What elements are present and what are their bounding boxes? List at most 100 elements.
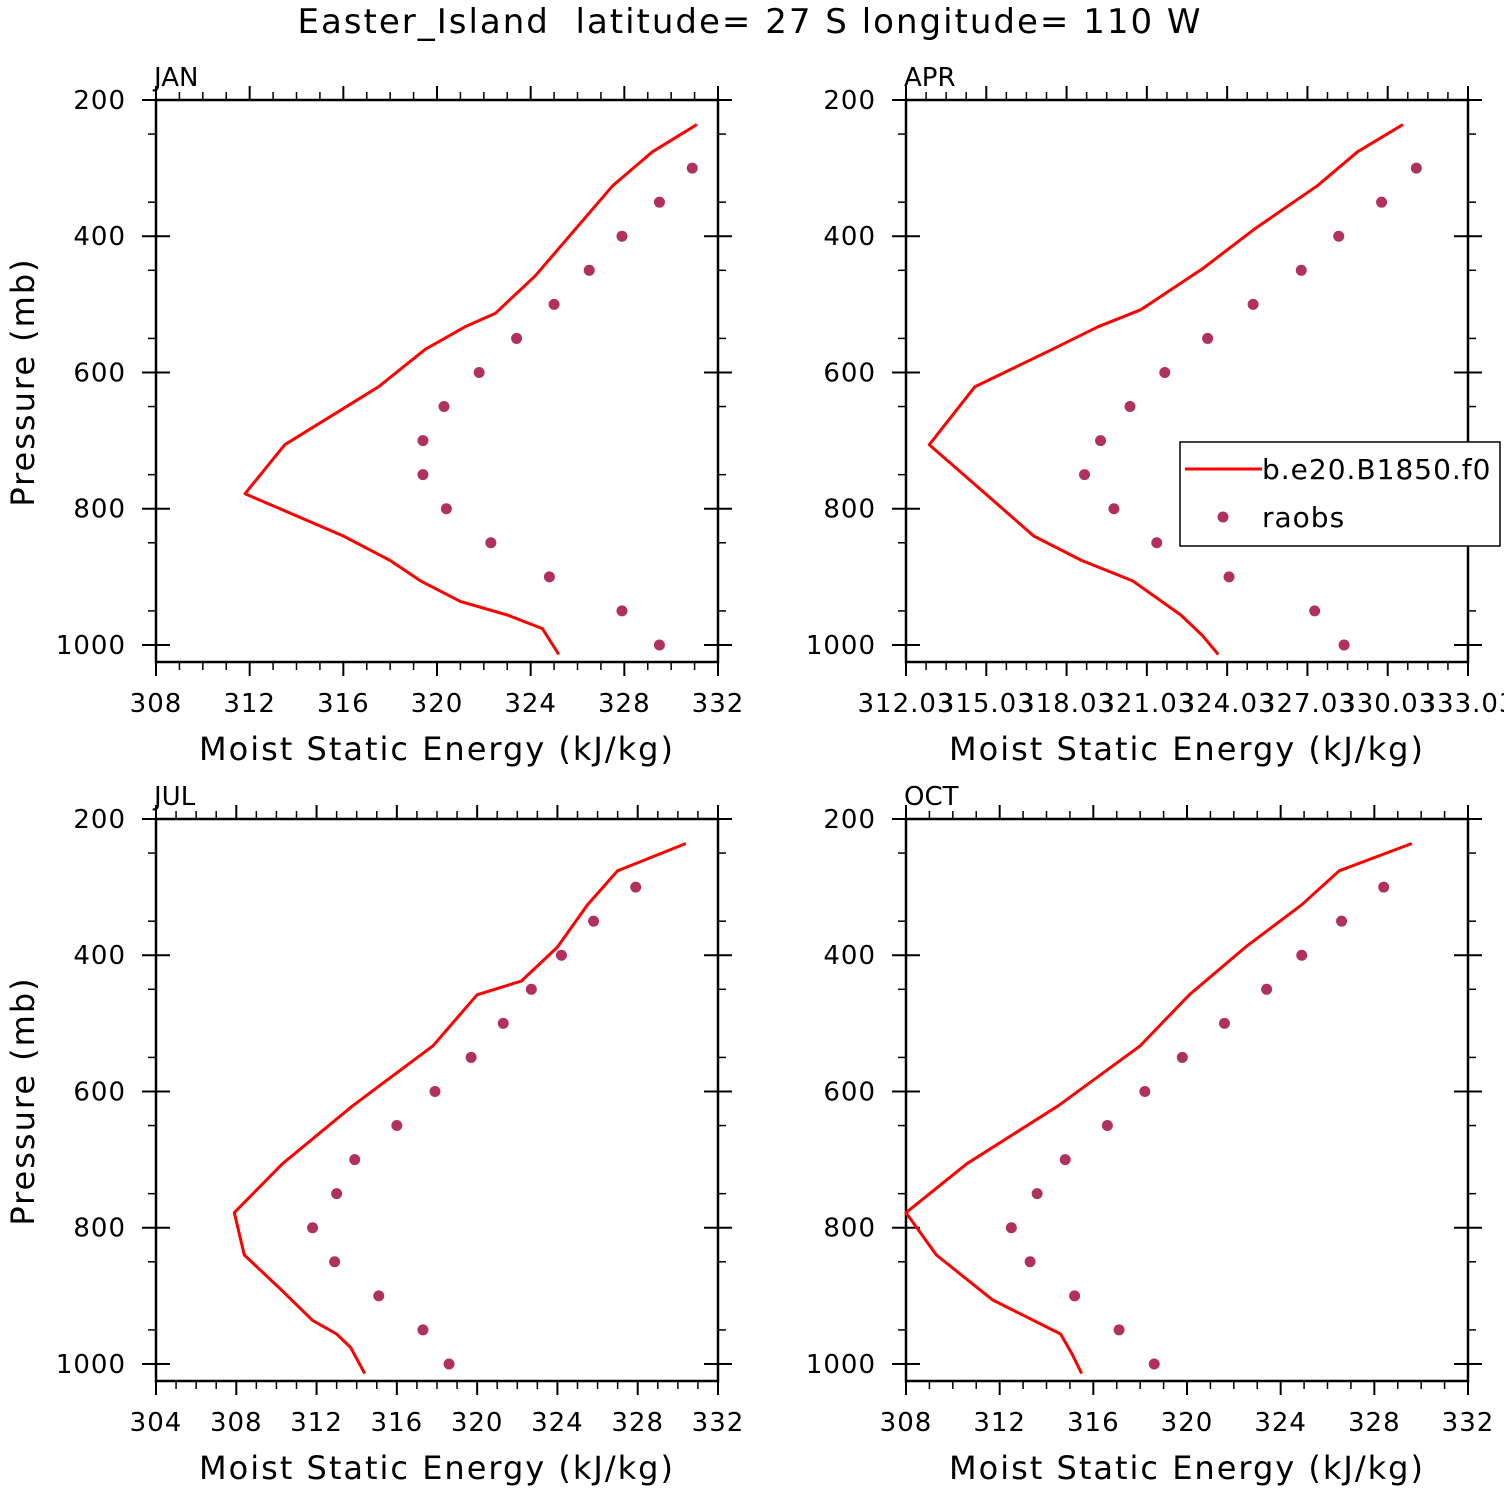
- obs-point: [1223, 571, 1235, 583]
- panel-jul: JUL 304 308 312 316 320 324 328 332 200 400 600 800 1…: [4, 782, 743, 1487]
- obs-point: [1113, 1324, 1125, 1336]
- obs-point: [1378, 881, 1390, 893]
- y-tick-label: 200: [73, 805, 126, 835]
- obs-point: [473, 366, 485, 378]
- plot-frame: [154, 98, 720, 664]
- obs-point: [630, 881, 642, 893]
- obs-point: [1410, 162, 1422, 174]
- y-tick-label: 200: [823, 86, 876, 116]
- obs-point: [1247, 298, 1259, 310]
- model-profile-line: [904, 842, 1413, 1375]
- panel-title: APR: [904, 63, 956, 93]
- obs-point: [1309, 605, 1321, 617]
- x-tick-label: 324: [1254, 1408, 1307, 1438]
- obs-point: [653, 639, 665, 651]
- x-tick-label: 304: [130, 1408, 183, 1438]
- obs-point: [1108, 503, 1120, 515]
- panel-oct: OCT 308 312 316 320 324 328 332 200 400 600 800 1000…: [806, 782, 1495, 1487]
- obs-point: [1336, 915, 1348, 927]
- obs-point: [653, 196, 665, 208]
- x-tick-label: 328: [611, 1408, 664, 1438]
- x-tick-label: 330.03: [1339, 689, 1436, 719]
- obs-point: [616, 605, 628, 617]
- obs-point: [1031, 1188, 1043, 1200]
- obs-point: [1101, 1120, 1113, 1132]
- obs-point: [1376, 196, 1388, 208]
- x-tick-label: 320: [1161, 1408, 1214, 1438]
- x-tick-label: 312: [973, 1408, 1026, 1438]
- obs-point: [307, 1222, 319, 1234]
- x-tick-label: 315.03: [938, 689, 1035, 719]
- x-tick-label: 316: [317, 689, 370, 719]
- x-tick-label: 332: [692, 689, 745, 719]
- x-tick-label: 308: [130, 689, 183, 719]
- y-tick-label: 600: [73, 358, 126, 388]
- x-axis-label: Moist Static Energy (kJ/kg): [949, 1449, 1425, 1487]
- obs-point: [443, 1358, 455, 1370]
- obs-point: [1261, 983, 1273, 995]
- x-tick-label: 316: [1067, 1408, 1120, 1438]
- y-axis-label: Pressure (mb): [4, 976, 42, 1225]
- obs-point: [616, 230, 628, 242]
- y-axis-label: Pressure (mb): [4, 257, 42, 506]
- obs-point: [525, 983, 537, 995]
- y-tick-label: 1000: [56, 631, 126, 661]
- y-tick-label: 400: [823, 941, 876, 971]
- legend-label-obs: raobs: [1262, 501, 1345, 534]
- obs-point: [1202, 332, 1214, 344]
- obs-point: [329, 1256, 341, 1268]
- y-tick-label: 800: [823, 1214, 876, 1244]
- plot-frame: [904, 98, 1470, 664]
- x-tick-label: 312: [290, 1408, 343, 1438]
- x-axis-label: Moist Static Energy (kJ/kg): [949, 730, 1425, 768]
- obs-point: [511, 332, 523, 344]
- legend-label-model: b.e20.B1850.f0: [1262, 453, 1491, 486]
- plot-frame: [154, 817, 720, 1383]
- x-tick-label: 324: [531, 1408, 584, 1438]
- obs-point: [440, 503, 452, 515]
- x-tick-label: 327.03: [1259, 689, 1356, 719]
- obs-point: [583, 264, 595, 276]
- obs-point: [1124, 401, 1136, 413]
- figure-title: Easter_Island latitude= 27 S longitude= …: [297, 2, 1202, 42]
- obs-point: [417, 1324, 429, 1336]
- legend-box: [1179, 441, 1501, 547]
- x-tick-label: 324.03: [1179, 689, 1276, 719]
- y-tick-label: 400: [73, 222, 126, 252]
- obs-point: [1151, 537, 1163, 549]
- y-tick-label: 1000: [806, 631, 876, 661]
- y-tick-label: 200: [73, 86, 126, 116]
- panel-title: JUL: [152, 782, 196, 812]
- obs-point: [438, 401, 450, 413]
- x-tick-label: 332: [1442, 1408, 1495, 1438]
- x-tick-label: 320: [411, 689, 464, 719]
- y-tick-label: 800: [823, 495, 876, 525]
- obs-point: [588, 915, 600, 927]
- x-tick-label: 308: [880, 1408, 933, 1438]
- x-tick-label: 328: [598, 689, 651, 719]
- obs-point: [543, 571, 555, 583]
- x-tick-label: 321.03: [1098, 689, 1195, 719]
- y-tick-label: 200: [823, 805, 876, 835]
- obs-point: [373, 1290, 385, 1302]
- legend-marker-sample: [1217, 511, 1229, 523]
- obs-point: [1218, 1017, 1230, 1029]
- y-tick-label: 600: [73, 1077, 126, 1107]
- obs-point: [349, 1154, 361, 1166]
- y-tick-label: 600: [823, 358, 876, 388]
- y-tick-label: 600: [823, 1077, 876, 1107]
- x-tick-label: 316: [371, 1408, 424, 1438]
- obs-point: [1176, 1051, 1188, 1063]
- obs-point: [1295, 264, 1307, 276]
- legend: b.e20.B1850.f0 raobs: [1179, 441, 1501, 547]
- x-tick-label: 318.03: [1018, 689, 1115, 719]
- panel-apr: APR312.03315.03318.03321.03324.03327.033…: [806, 63, 1504, 768]
- y-tick-label: 1000: [806, 1350, 876, 1380]
- x-tick-label: 328: [1348, 1408, 1401, 1438]
- x-tick-label: 324: [504, 689, 557, 719]
- x-axis-label: Moist Static Energy (kJ/kg): [199, 730, 675, 768]
- obs-point: [1095, 435, 1107, 447]
- panel-jan: JAN 308 312 316 320 324 328 332 200 400 600 800 1000…: [4, 63, 745, 768]
- obs-point: [485, 537, 497, 549]
